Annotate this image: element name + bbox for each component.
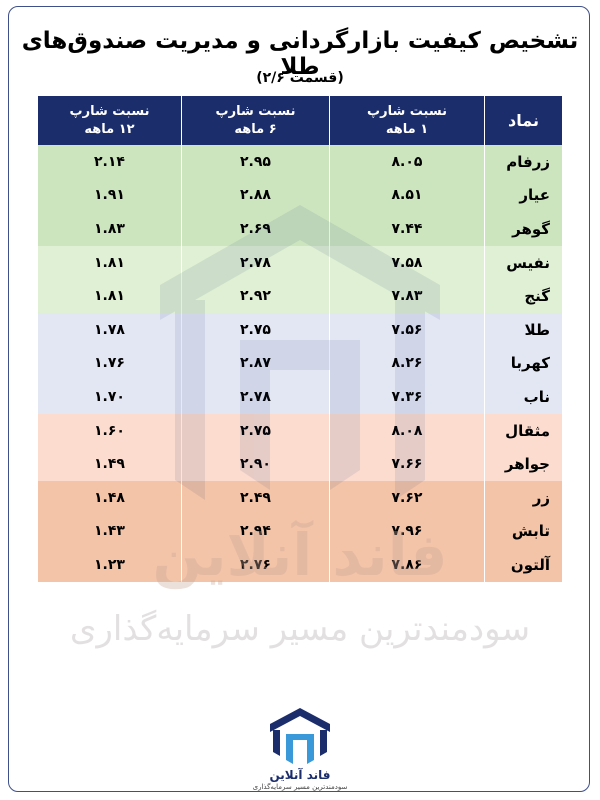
sharpe-1m-cell: ۷.۶۶ <box>329 447 485 481</box>
sharpe-6m-cell: ۲.۴۹ <box>181 480 330 515</box>
header-sharpe-1m: نسبت شارپ ۱ ماهه <box>329 96 485 145</box>
symbol-cell: طلا <box>484 312 563 347</box>
sharpe-1m-cell: ۸.۰۵ <box>329 145 485 179</box>
sharpe-1m-cell: ۷.۸۳ <box>329 279 485 313</box>
header-sharpe-12m: نسبت شارپ ۱۲ ماهه <box>37 96 182 145</box>
header-symbol: نماد <box>484 96 563 145</box>
sharpe-1m-cell: ۷.۵۶ <box>329 312 485 347</box>
page-title: تشخیص کیفیت بازارگردانی و مدیریت صندوق‌ه… <box>21 28 579 80</box>
page-frame <box>8 6 590 792</box>
sharpe-12m-cell: ۱.۶۰ <box>37 413 182 448</box>
page-subtitle: (قسمت ۲/۶) <box>256 70 344 86</box>
symbol-cell: تابش <box>484 514 563 549</box>
symbol-cell: زر <box>484 480 563 515</box>
sharpe-6m-cell: ۲.۷۸ <box>181 380 330 414</box>
table-row: تابش ۷.۹۶ ۲.۹۴ ۱.۴۳ <box>37 514 563 549</box>
symbol-cell: مثقال <box>484 413 563 448</box>
sharpe-6m-cell: ۲.۸۷ <box>181 346 330 381</box>
symbol-cell: گنج <box>484 279 563 313</box>
sharpe-12m-cell: ۱.۴۹ <box>37 447 182 481</box>
table-row: کهربا ۸.۲۶ ۲.۸۷ ۱.۷۶ <box>37 346 563 381</box>
sharpe-6m-cell: ۲.۷۵ <box>181 312 330 347</box>
table-row: گوهر ۷.۴۴ ۲.۶۹ ۱.۸۳ <box>37 212 563 246</box>
fund-online-logo-icon <box>270 708 330 764</box>
table-row: ناب ۷.۳۶ ۲.۷۸ ۱.۷۰ <box>37 380 563 414</box>
sharpe-6m-cell: ۲.۹۰ <box>181 447 330 481</box>
sharpe-1m-cell: ۸.۵۱ <box>329 178 485 213</box>
table-row: طلا ۷.۵۶ ۲.۷۵ ۱.۷۸ <box>37 312 563 347</box>
sharpe-table: نماد نسبت شارپ ۱ ماهه نسبت شارپ ۶ ماهه نسب… <box>37 96 563 582</box>
table-row: آلتون ۷.۸۶ ۲.۷۶ ۱.۲۳ <box>37 548 563 582</box>
symbol-cell: ناب <box>484 380 563 414</box>
sharpe-6m-cell: ۲.۹۲ <box>181 279 330 313</box>
sharpe-6m-cell: ۲.۷۶ <box>181 548 330 582</box>
sharpe-12m-cell: ۱.۴۳ <box>37 514 182 549</box>
symbol-cell: گوهر <box>484 212 563 246</box>
sharpe-1m-cell: ۸.۰۸ <box>329 413 485 448</box>
sharpe-6m-cell: ۲.۹۴ <box>181 514 330 549</box>
sharpe-12m-cell: ۲.۱۴ <box>37 145 182 179</box>
sharpe-12m-cell: ۱.۸۳ <box>37 212 182 246</box>
symbol-cell: نفیس <box>484 245 563 280</box>
symbol-cell: آلتون <box>484 548 563 582</box>
table-row: نفیس ۷.۵۸ ۲.۷۸ ۱.۸۱ <box>37 245 563 280</box>
sharpe-1m-cell: ۷.۸۶ <box>329 548 485 582</box>
sharpe-6m-cell: ۲.۶۹ <box>181 212 330 246</box>
symbol-cell: کهربا <box>484 346 563 381</box>
sharpe-1m-cell: ۷.۶۲ <box>329 480 485 515</box>
table-row: زرفام ۸.۰۵ ۲.۹۵ ۲.۱۴ <box>37 145 563 179</box>
sharpe-12m-cell: ۱.۷۶ <box>37 346 182 381</box>
sharpe-12m-cell: ۱.۸۱ <box>37 245 182 280</box>
sharpe-1m-cell: ۷.۴۴ <box>329 212 485 246</box>
sharpe-12m-cell: ۱.۷۸ <box>37 312 182 347</box>
sharpe-12m-cell: ۱.۲۳ <box>37 548 182 582</box>
sharpe-1m-cell: ۷.۳۶ <box>329 380 485 414</box>
sharpe-12m-cell: ۱.۴۸ <box>37 480 182 515</box>
table-row: گنج ۷.۸۳ ۲.۹۲ ۱.۸۱ <box>37 279 563 313</box>
sharpe-12m-cell: ۱.۹۱ <box>37 178 182 213</box>
sharpe-1m-cell: ۸.۲۶ <box>329 346 485 381</box>
table-row: مثقال ۸.۰۸ ۲.۷۵ ۱.۶۰ <box>37 413 563 448</box>
sharpe-6m-cell: ۲.۹۵ <box>181 145 330 179</box>
table-row: عیار ۸.۵۱ ۲.۸۸ ۱.۹۱ <box>37 178 563 213</box>
table-row: جواهر ۷.۶۶ ۲.۹۰ ۱.۴۹ <box>37 447 563 481</box>
header-sharpe-6m: نسبت شارپ ۶ ماهه <box>181 96 330 145</box>
sharpe-6m-cell: ۲.۷۸ <box>181 245 330 280</box>
symbol-cell: عیار <box>484 178 563 213</box>
table-header-row: نماد نسبت شارپ ۱ ماهه نسبت شارپ ۶ ماهه نسب… <box>37 96 563 145</box>
symbol-cell: جواهر <box>484 447 563 481</box>
sharpe-12m-cell: ۱.۸۱ <box>37 279 182 313</box>
symbol-cell: زرفام <box>484 145 563 179</box>
footer-brand: فاند آنلاین <box>269 768 331 782</box>
sharpe-6m-cell: ۲.۷۵ <box>181 413 330 448</box>
table-row: زر ۷.۶۲ ۲.۴۹ ۱.۴۸ <box>37 480 563 515</box>
sharpe-1m-cell: ۷.۵۸ <box>329 245 485 280</box>
sharpe-12m-cell: ۱.۷۰ <box>37 380 182 414</box>
sharpe-1m-cell: ۷.۹۶ <box>329 514 485 549</box>
footer-slogan: سودمندترین مسیر سرمایه‌گذاری <box>252 783 348 791</box>
sharpe-6m-cell: ۲.۸۸ <box>181 178 330 213</box>
